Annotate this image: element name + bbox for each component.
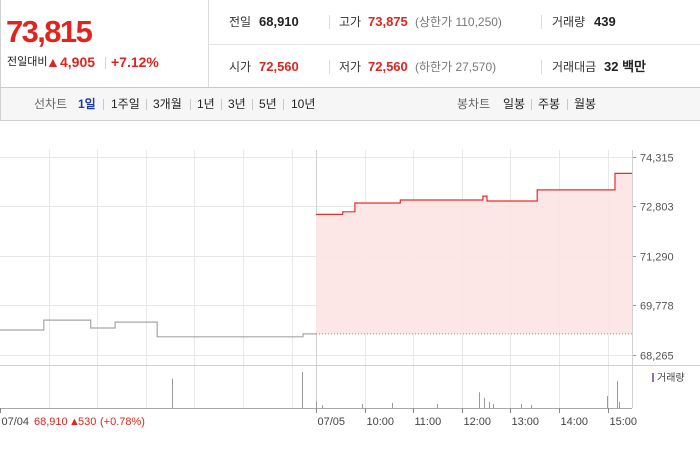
tab-divider	[252, 99, 253, 110]
upper-limit: (상한가 110,250)	[415, 15, 502, 29]
volume-label: 거래량	[552, 15, 586, 29]
stats-column-divider	[541, 60, 542, 74]
tab-10-years[interactable]: 10년	[291, 97, 316, 111]
y-tick-label: 71,290	[640, 252, 674, 264]
tab-divider	[567, 99, 568, 110]
prev-close-label: 전일	[229, 15, 252, 29]
tab-divider	[283, 99, 284, 110]
tab-divider	[221, 99, 222, 110]
high-label: 고가	[339, 15, 362, 29]
stats-row-divider	[209, 44, 700, 45]
x-tick-label: 13:00	[512, 416, 540, 428]
change-label: 전일대비	[7, 56, 48, 68]
stats-column-divider	[541, 15, 542, 29]
y-tick-label: 69,778	[640, 301, 674, 313]
x-tick-label: 14:00	[561, 416, 589, 428]
tab-divider	[103, 99, 104, 110]
price-line-today	[316, 172, 632, 215]
quote-summary: 73,815 전일대비 ▲ 4,905 +7.12% 전일 68,910 고가 …	[0, 0, 700, 88]
tab-monthly-candle[interactable]: 월봉	[574, 97, 597, 111]
change-divider	[105, 57, 106, 69]
line-chart-label: 선차트	[34, 97, 68, 111]
x-tick-label: 07/04	[2, 416, 30, 428]
high-value: 73,875	[368, 14, 408, 29]
volume-value: 439	[594, 14, 616, 29]
price-area-fill	[316, 173, 632, 334]
tab-1-year[interactable]: 1년	[197, 97, 215, 111]
change-value: 4,905	[60, 54, 96, 70]
open-label: 시가	[229, 60, 252, 74]
change-rate: +7.12%	[111, 54, 159, 70]
x-tick-label: 11:00	[415, 416, 442, 428]
tab-divider	[190, 99, 191, 110]
x-tick-label: 15:00	[610, 416, 638, 428]
prev-day-close: 68,910	[34, 416, 68, 428]
current-price: 73,815	[6, 14, 93, 49]
y-tick-label: 72,803	[640, 202, 674, 214]
x-tick-label: 12:00	[464, 416, 492, 428]
price-line-prev-day	[0, 319, 316, 338]
price-chart[interactable]: 74,315 72,803 71,290 69,778 68,265 거래량 07/04 07…	[0, 121, 700, 450]
trade-amount-value: 32 백만	[604, 59, 646, 74]
volume-legend-label: 거래량	[657, 372, 685, 384]
stats-column-divider	[329, 60, 330, 74]
prev-day-change: 530	[78, 416, 96, 428]
up-arrow-icon: ▲	[69, 416, 80, 428]
y-tick-label: 68,265	[640, 351, 674, 363]
tab-divider	[531, 99, 532, 110]
tab-divider	[146, 99, 147, 110]
volume-legend-swatch	[652, 373, 654, 382]
price-summary: 73,815 전일대비 ▲ 4,905 +7.12%	[1, 0, 209, 87]
x-tick-label: 07/05	[318, 416, 346, 428]
prev-close-value: 68,910	[259, 14, 299, 29]
tab-weekly-candle[interactable]: 주봉	[538, 97, 561, 111]
trade-amount-label: 거래대금	[552, 60, 597, 74]
tab-3-months[interactable]: 3개월	[153, 97, 182, 111]
y-tick-label: 74,315	[640, 153, 674, 165]
tab-1-week[interactable]: 1주일	[111, 97, 140, 111]
up-arrow-icon: ▲	[46, 54, 60, 70]
tab-3-years[interactable]: 3년	[228, 97, 246, 111]
x-tick-label: 10:00	[367, 416, 395, 428]
stats-column-divider	[329, 15, 330, 29]
prev-day-change-rate: (+0.78%)	[100, 416, 145, 428]
candle-chart-label: 봉차트	[457, 97, 491, 111]
tab-daily-candle[interactable]: 일봉	[503, 97, 526, 111]
low-label: 저가	[339, 60, 362, 74]
lower-limit: (하한가 27,570)	[415, 60, 497, 74]
tab-5-years[interactable]: 5년	[259, 97, 277, 111]
tab-1-day[interactable]: 1일	[78, 97, 96, 111]
low-value: 72,560	[368, 59, 408, 74]
open-value: 72,560	[259, 59, 299, 74]
chart-period-tabs: 선차트 1일 1주일 3개월 1년 3년 5년 10년 봉차트 일봉 주봉 월봉	[0, 88, 700, 121]
